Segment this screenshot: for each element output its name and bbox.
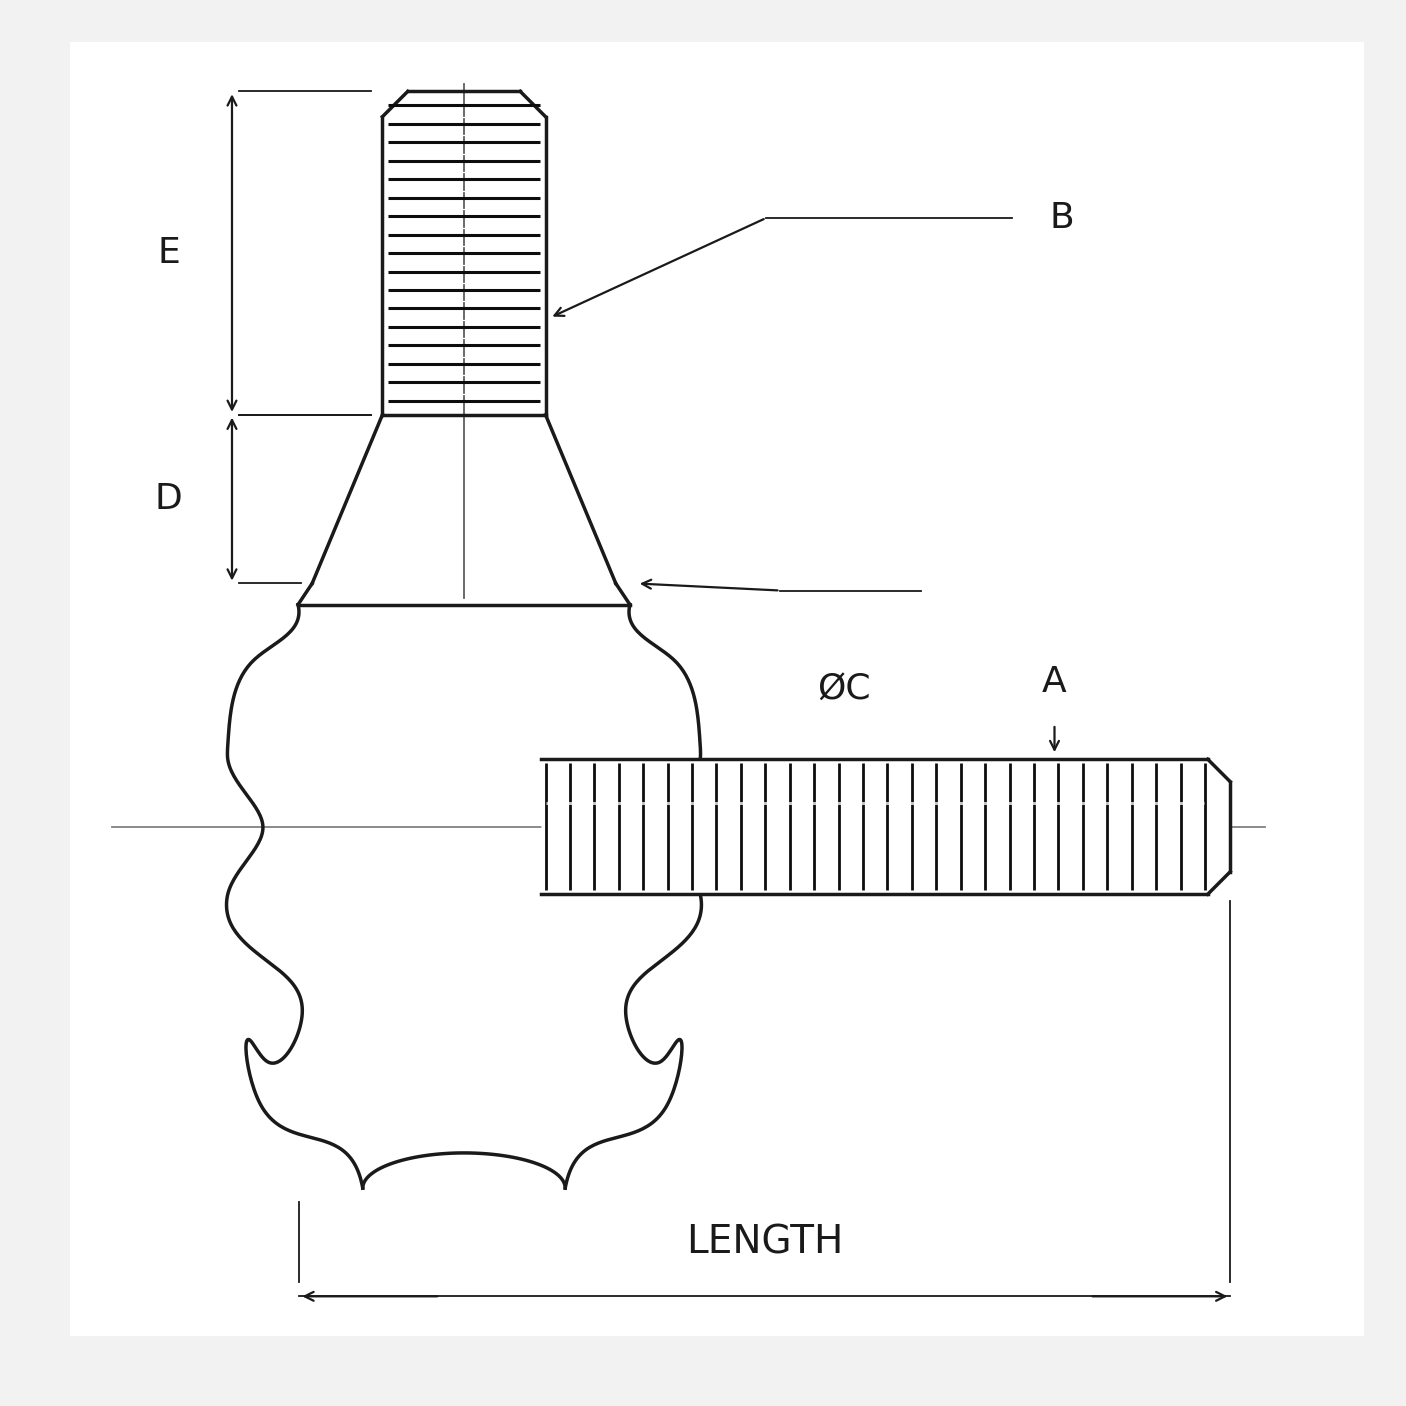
- Text: LENGTH: LENGTH: [686, 1223, 844, 1263]
- Text: A: A: [1042, 665, 1067, 699]
- Text: ØC: ØC: [817, 672, 870, 706]
- Polygon shape: [541, 759, 1230, 894]
- Text: E: E: [157, 236, 180, 270]
- Text: D: D: [155, 482, 183, 516]
- Text: B: B: [1049, 201, 1074, 235]
